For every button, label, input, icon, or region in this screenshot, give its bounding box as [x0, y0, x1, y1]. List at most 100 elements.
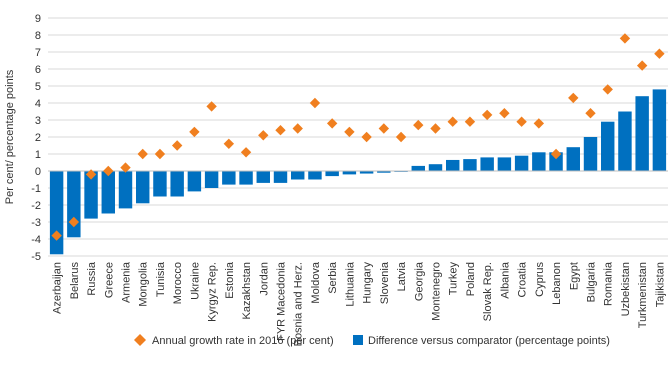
x-tick-label: Ukraine	[189, 262, 201, 300]
y-axis-label: Per cent/ percentage points	[4, 69, 16, 204]
bar	[222, 171, 236, 185]
bar	[308, 171, 322, 180]
x-tick-label: Croatia	[517, 261, 529, 297]
x-tick-label: Jordan	[258, 262, 270, 296]
x-tick-label: Bulgaria	[586, 261, 598, 302]
diamond-point	[516, 116, 527, 127]
x-tick-label: Moldova	[310, 261, 322, 303]
diamond-point	[326, 118, 338, 129]
y-tick-label: -3	[31, 217, 41, 229]
diamond-point	[568, 92, 579, 104]
bar	[325, 171, 339, 177]
x-tick-label: Latvia	[396, 261, 408, 291]
bar	[480, 157, 494, 171]
diamond-point	[361, 131, 372, 143]
x-tick-label: Kazakhstan	[241, 262, 253, 319]
diamond-point	[447, 116, 458, 127]
bar	[566, 147, 580, 171]
bar	[532, 152, 546, 171]
bar	[101, 171, 115, 214]
diamond-point	[602, 84, 613, 95]
diamond-point	[378, 123, 390, 134]
bar	[652, 89, 667, 171]
diamond-point	[464, 116, 476, 127]
x-tick-label: Belarus	[69, 262, 81, 300]
bar	[359, 171, 374, 174]
bar	[84, 171, 98, 219]
diamond-point	[654, 48, 665, 59]
legend-diamond-marker	[134, 334, 146, 346]
diamond-point	[585, 108, 596, 119]
x-tick-label: Montenegro	[431, 262, 443, 321]
diamond-point	[103, 165, 114, 177]
bar	[377, 171, 391, 173]
bar	[170, 171, 184, 197]
x-tick-label: Poland	[465, 262, 477, 296]
x-tick-label: FYR Macedonia	[276, 261, 288, 341]
diamond-point	[85, 169, 97, 180]
x-tick-label: Kyrgyz Rep.	[207, 262, 219, 322]
bar	[463, 159, 477, 171]
bar	[204, 171, 219, 188]
bar	[256, 171, 270, 183]
y-tick-label: 9	[35, 13, 41, 25]
bar	[601, 121, 615, 171]
y-tick-label: -2	[31, 200, 41, 212]
bar	[239, 171, 253, 185]
x-tick-label: Hungary	[362, 262, 374, 304]
bar	[187, 171, 202, 192]
x-tick-label: Slovak Rep.	[482, 262, 494, 321]
diamond-point	[223, 138, 235, 149]
bar	[153, 171, 167, 197]
diamond-point	[292, 123, 303, 134]
diamond-point	[533, 118, 545, 129]
bar	[428, 164, 443, 171]
x-tick-label: Mongolia	[138, 261, 150, 307]
x-tick-label: Cyprus	[534, 262, 546, 297]
x-tick-label: Morocco	[172, 262, 184, 304]
y-tick-label: -5	[31, 251, 41, 263]
legend-label-difference: Difference versus comparator (percentage…	[368, 335, 610, 347]
y-tick-label: -4	[31, 234, 41, 246]
x-tick-label: Armenia	[121, 261, 133, 303]
bar	[514, 155, 529, 171]
diamond-point	[481, 109, 493, 121]
x-tick-label: Lebanon	[551, 262, 563, 305]
diamond-point	[171, 140, 183, 151]
diamond-point	[258, 130, 269, 141]
diamond-point	[240, 147, 252, 158]
x-tick-label: Egypt	[568, 262, 580, 290]
x-tick-label: Greece	[103, 262, 115, 298]
diamond-point	[636, 60, 648, 71]
y-tick-label: 2	[35, 132, 41, 144]
bar	[411, 165, 425, 171]
bar	[497, 157, 512, 171]
legend-square-marker	[353, 335, 363, 345]
y-tick-label: 7	[35, 47, 41, 59]
x-tick-label: Turkey	[448, 262, 460, 296]
diamond-point	[550, 148, 562, 160]
diamond-point	[309, 97, 321, 109]
diamond-point	[154, 148, 166, 160]
y-tick-label: 8	[35, 30, 41, 42]
y-tick-label: -1	[31, 183, 41, 195]
x-tick-label: Estonia	[224, 261, 236, 299]
x-tick-label: Azerbaijan	[52, 262, 64, 314]
bar	[446, 159, 460, 171]
bar	[136, 171, 150, 204]
diamond-point	[120, 162, 131, 173]
bar	[118, 171, 133, 209]
diamond-point	[413, 119, 424, 131]
diamond-point	[275, 125, 286, 136]
bar	[549, 152, 563, 171]
x-tick-label: Serbia	[327, 261, 339, 294]
diamond-point	[344, 126, 355, 138]
bar	[67, 171, 81, 238]
x-tick-label: Uzbekistan	[620, 262, 632, 316]
diamond-point	[68, 216, 80, 228]
y-tick-label: 6	[35, 64, 41, 76]
y-tick-label: 4	[35, 98, 41, 110]
diamond-point	[430, 123, 441, 134]
bar	[291, 171, 305, 180]
y-tick-label: 3	[35, 115, 41, 127]
